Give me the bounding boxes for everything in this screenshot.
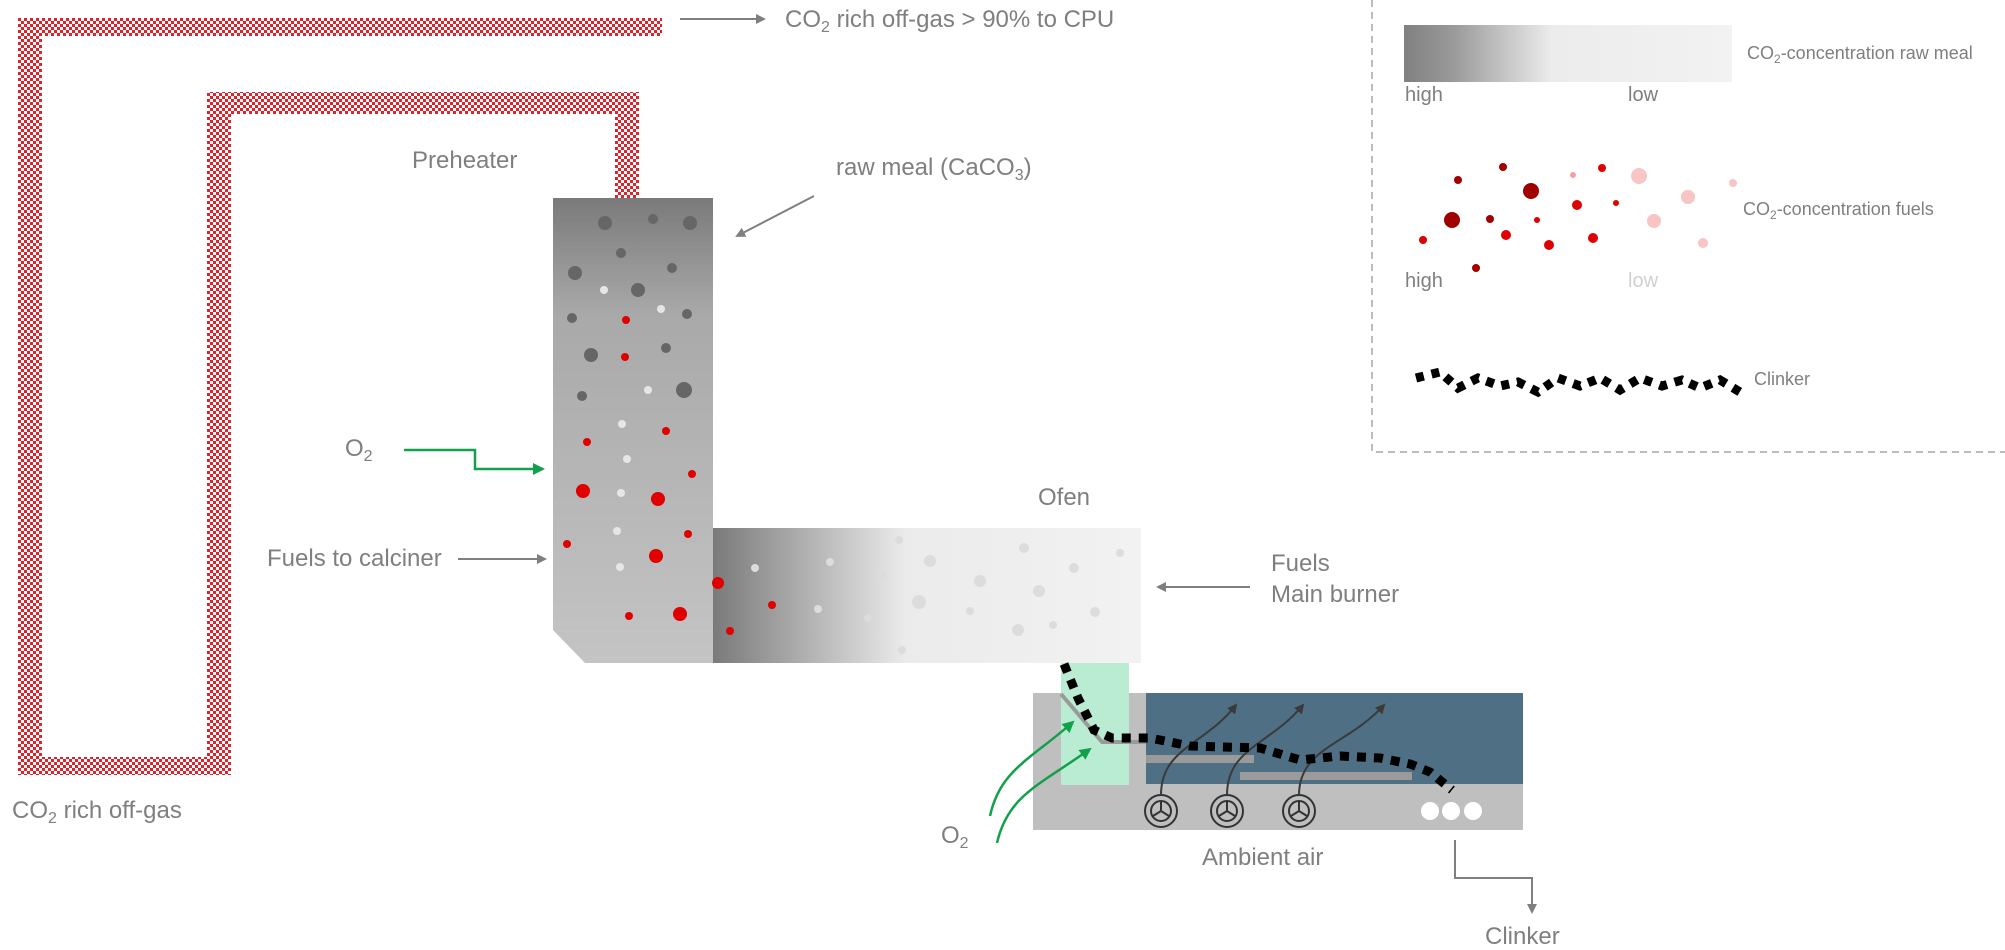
- offgas-pipe-inner: [207, 92, 639, 775]
- legend-box: [1371, 0, 2005, 453]
- raw-meal-particles: [567, 214, 697, 401]
- legend-clinker-label: Clinker: [1754, 369, 1811, 389]
- kiln-particles: [751, 536, 1124, 654]
- o2-calciner-label: O2: [345, 435, 373, 465]
- legend-raw-high: high: [1405, 84, 1443, 106]
- o2-calciner-arrow: [404, 448, 545, 475]
- legend-raw-low: low: [1628, 84, 1659, 106]
- raw-meal-light-particles: [600, 286, 665, 571]
- fuel-particles: [563, 316, 776, 635]
- air-flow-arrows: [1160, 703, 1386, 796]
- o2-cooler-arrow: [988, 720, 1075, 817]
- main-burner-label-2: Main burner: [1271, 581, 1400, 608]
- raw-meal-arrow: [735, 195, 815, 237]
- offgas-pipe-outer: [18, 18, 662, 775]
- legend-fuels-high: high: [1405, 270, 1443, 292]
- fuels-calciner-label: Fuels to calciner: [267, 545, 442, 572]
- preheater-label: Preheater: [412, 147, 518, 174]
- clinker-output-label: Clinker: [1485, 923, 1560, 950]
- clinker-path: [1059, 662, 1455, 794]
- kiln: [713, 528, 1141, 663]
- o2-cooler-label: O2: [941, 822, 969, 852]
- clinker-cooler: [1033, 663, 1523, 830]
- legend-fuel-dots: [1419, 163, 1737, 272]
- kiln-label: Ofen: [1038, 484, 1091, 511]
- offgas-bottom-label: CO2 rich off-gas: [12, 797, 182, 827]
- legend-fuels-low: low: [1628, 270, 1659, 292]
- legend-raw-meal-gradient: [1404, 25, 1732, 82]
- legend-clinker-path: [1414, 367, 1743, 398]
- clinker-out-arrow: [1454, 840, 1537, 914]
- preheater-column: [553, 198, 713, 663]
- raw-meal-label: raw meal (CaCO3): [836, 154, 1032, 184]
- o2-cooler-arrow-2: [995, 747, 1092, 844]
- ambient-air-label: Ambient air: [1202, 844, 1324, 871]
- legend-raw-meal-label: CO2-concentration raw meal: [1747, 43, 1973, 66]
- offgas-cpu-label: CO2 rich off-gas > 90% to CPU: [785, 6, 1115, 36]
- legend-fuels-label: CO2-concentration fuels: [1743, 199, 1934, 222]
- main-burner-label-1: Fuels: [1271, 550, 1330, 577]
